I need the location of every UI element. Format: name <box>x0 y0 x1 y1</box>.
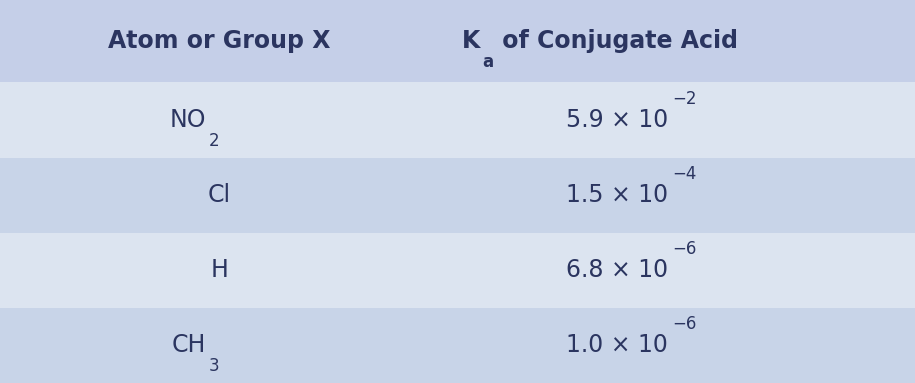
Text: of Conjugate Acid: of Conjugate Acid <box>494 29 738 53</box>
Text: a: a <box>482 53 493 71</box>
Text: CH: CH <box>171 334 206 357</box>
Text: Atom or Group X: Atom or Group X <box>108 29 331 53</box>
Text: 3: 3 <box>209 357 220 375</box>
Text: 5.9 × 10: 5.9 × 10 <box>565 108 668 132</box>
Text: Cl: Cl <box>208 183 231 207</box>
Text: −6: −6 <box>673 315 697 333</box>
Text: 1.0 × 10: 1.0 × 10 <box>566 334 668 357</box>
Bar <box>0 82 915 157</box>
Bar <box>0 0 915 82</box>
Text: −4: −4 <box>673 165 697 183</box>
Bar <box>0 232 915 308</box>
Text: 2: 2 <box>209 132 220 150</box>
Text: −2: −2 <box>673 90 697 108</box>
Bar <box>0 308 915 383</box>
Text: NO: NO <box>169 108 206 132</box>
Bar <box>0 157 915 232</box>
Text: K: K <box>462 29 480 53</box>
Text: 6.8 × 10: 6.8 × 10 <box>565 258 668 282</box>
Text: −6: −6 <box>673 240 697 258</box>
Text: 1.5 × 10: 1.5 × 10 <box>565 183 668 207</box>
Text: H: H <box>210 258 229 282</box>
